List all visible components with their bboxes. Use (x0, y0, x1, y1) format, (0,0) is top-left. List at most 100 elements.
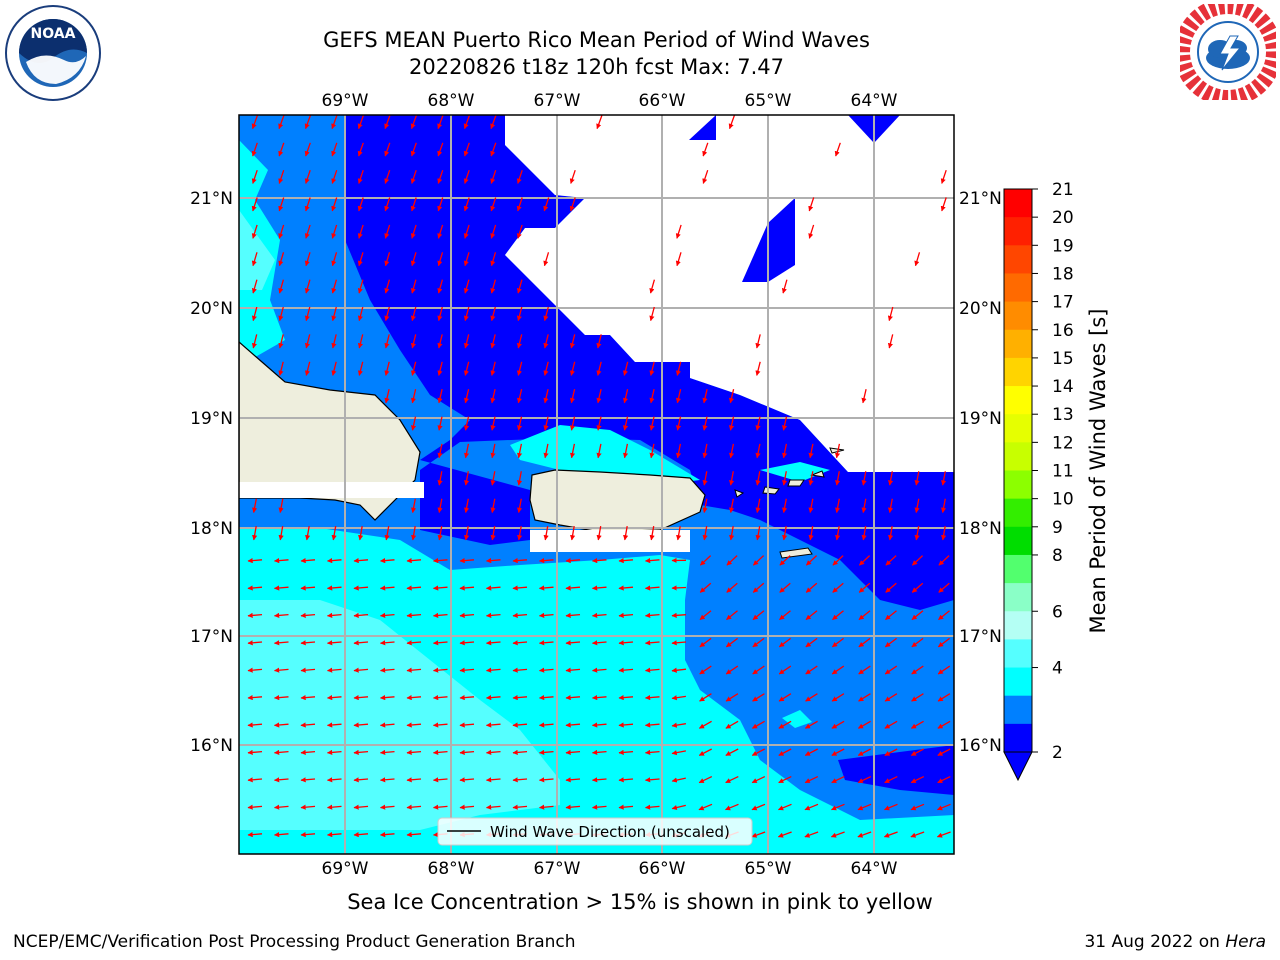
wave-direction-arrow (702, 525, 708, 541)
wave-direction-arrow (432, 558, 448, 564)
wave-direction-arrow (778, 803, 792, 811)
wave-direction-arrow (516, 443, 523, 459)
colorbar-segment (1004, 357, 1032, 387)
wave-direction-arrow (910, 831, 925, 838)
wave-direction-arrow (410, 416, 417, 431)
wave-direction-arrow (485, 667, 501, 673)
wave-direction-arrow (459, 585, 475, 591)
wave-direction-arrow (463, 334, 470, 349)
wave-direction-arrow (858, 610, 871, 621)
wave-direction-arrow (914, 471, 920, 486)
colorbar-segment (1004, 442, 1032, 471)
wave-direction-arrow (725, 803, 739, 811)
wave-direction-arrow (565, 558, 581, 564)
wave-direction-arrow (830, 831, 845, 838)
wave-direction-arrow (938, 610, 950, 621)
wave-direction-arrow (331, 334, 337, 349)
wave-direction-arrow (300, 722, 316, 728)
wave-direction-arrow (251, 197, 258, 212)
wave-direction-arrow (671, 804, 686, 811)
colorbar-tick-label: 11 (1052, 462, 1074, 482)
wave-direction-arrow (357, 279, 364, 294)
colorbar-segment (1004, 217, 1032, 246)
lat-label-left: 17°N (190, 627, 233, 647)
wave-direction-arrow (910, 776, 925, 784)
wave-direction-arrow (888, 471, 894, 486)
wave-direction-arrow (437, 115, 444, 130)
wave-direction-arrow (644, 667, 660, 673)
wave-direction-arrow (437, 471, 443, 486)
wave-direction-arrow (379, 585, 395, 591)
wave-direction-arrow (485, 612, 501, 618)
wave-direction-arrow (432, 667, 448, 673)
wave-direction-arrow (304, 224, 311, 239)
wave-direction-arrow (490, 224, 497, 239)
wave-direction-arrow (751, 831, 766, 838)
wave-direction-arrow (384, 279, 391, 294)
wave-direction-arrow (832, 610, 844, 621)
wave-direction-arrow (675, 361, 682, 376)
wave-direction-arrow (543, 389, 549, 404)
wave-direction-arrow (698, 748, 712, 756)
map-frame (238, 114, 955, 855)
wave-direction-arrow (569, 169, 576, 184)
wave-direction-arrow (432, 749, 448, 755)
wave-direction-arrow (752, 555, 765, 566)
wave-direction-arrow (729, 525, 735, 541)
wave-direction-arrow (778, 693, 792, 702)
wave-direction-arrow (883, 831, 898, 838)
wave-direction-arrow (804, 748, 818, 756)
wave-direction-arrow (755, 525, 761, 541)
wave-direction-arrow (884, 776, 898, 784)
wave-direction-arrow (538, 585, 554, 591)
wave-direction-arrow (331, 361, 337, 376)
wave-direction-arrow (698, 720, 712, 729)
wave-direction-arrow (251, 279, 258, 294)
wave-direction-arrow (857, 803, 872, 811)
colorbar-extend-arrow (1003, 751, 1033, 782)
wave-direction-arrow (463, 224, 470, 239)
wave-direction-arrow (861, 525, 867, 541)
wave-direction-arrow (331, 252, 338, 267)
wind-wave-arrows (247, 115, 951, 838)
wave-direction-arrow (432, 612, 448, 618)
wave-direction-arrow (910, 803, 925, 811)
wave-direction-arrow (379, 695, 395, 701)
wave-direction-arrow (247, 695, 263, 701)
wave-direction-arrow (835, 525, 841, 541)
wave-direction-arrow (512, 749, 528, 755)
lat-label-right: 18°N (959, 519, 1002, 539)
wave-direction-arrow (490, 115, 497, 130)
wave-direction-arrow (490, 142, 497, 157)
wave-direction-arrow (596, 416, 602, 431)
wave-direction-arrow (326, 667, 342, 673)
wave-direction-arrow (490, 169, 497, 184)
wave-direction-arrow (273, 667, 289, 673)
wave-direction-arrow (512, 612, 528, 618)
wave-direction-arrow (485, 695, 501, 701)
wave-direction-arrow (300, 612, 316, 618)
wave-direction-arrow (251, 334, 258, 349)
footer-credit: NCEP/EMC/Verification Post Processing Pr… (13, 932, 576, 952)
wave-direction-arrow (940, 197, 947, 212)
wave-direction-arrow (406, 777, 422, 783)
wave-direction-arrow (835, 498, 841, 514)
wave-direction-arrow (357, 334, 364, 349)
wave-direction-arrow (861, 389, 867, 404)
wave-direction-arrow (437, 389, 443, 404)
wave-direction-arrow (888, 498, 894, 514)
colorbar-tick-label: 2 (1052, 743, 1063, 763)
wave-direction-arrow (936, 831, 951, 838)
wave-direction-arrow (410, 252, 417, 267)
wave-direction-arrow (538, 777, 554, 783)
wave-direction-arrow (671, 667, 687, 673)
wave-direction-arrow (569, 416, 576, 431)
wave-direction-arrow (516, 389, 523, 404)
wave-direction-arrow (251, 306, 258, 322)
colorbar-segment (1004, 189, 1032, 218)
wave-direction-arrow (538, 749, 554, 755)
wave-direction-arrow (618, 585, 634, 591)
wave-direction-arrow (676, 525, 682, 541)
wave-direction-arrow (752, 637, 765, 648)
wave-direction-arrow (410, 279, 417, 294)
